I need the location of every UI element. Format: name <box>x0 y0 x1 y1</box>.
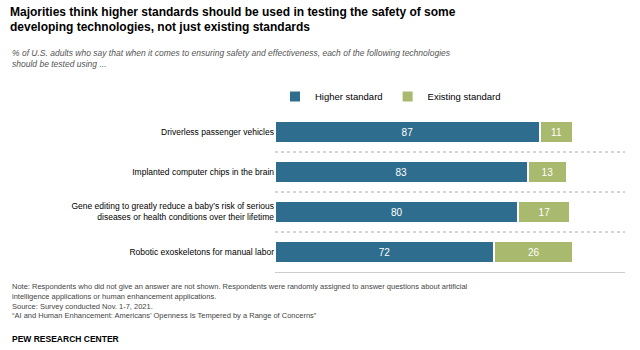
svg-text:Note: Respondents who did not: Note: Respondents who did not give an an… <box>12 282 468 320</box>
svg-text:Driverless passenger vehicles: Driverless passenger vehicles <box>161 127 274 137</box>
svg-text:Majorities think higher standa: Majorities think higher standards should… <box>10 5 456 35</box>
svg-text:Robotic exoskeletons for manua: Robotic exoskeletons for manual labor <box>129 247 274 257</box>
svg-text:% of U.S. adults who say that: % of U.S. adults who say that when it co… <box>12 48 451 69</box>
svg-text:Existing standard: Existing standard <box>428 91 501 102</box>
svg-text:72: 72 <box>379 247 391 258</box>
svg-text:Implanted computer chips in th: Implanted computer chips in the brain <box>132 167 274 177</box>
svg-text:11: 11 <box>551 127 562 138</box>
svg-text:83: 83 <box>396 167 408 178</box>
svg-text:PEW RESEARCH CENTER: PEW RESEARCH CENTER <box>12 334 119 344</box>
svg-text:13: 13 <box>542 167 554 178</box>
svg-text:17: 17 <box>539 207 551 218</box>
svg-text:87: 87 <box>402 127 414 138</box>
svg-text:80: 80 <box>391 207 403 218</box>
svg-text:Gene editing to greatly reduce: Gene editing to greatly reduce a baby’s … <box>71 201 274 222</box>
svg-text:Higher standard: Higher standard <box>315 91 383 102</box>
svg-text:26: 26 <box>528 247 540 258</box>
